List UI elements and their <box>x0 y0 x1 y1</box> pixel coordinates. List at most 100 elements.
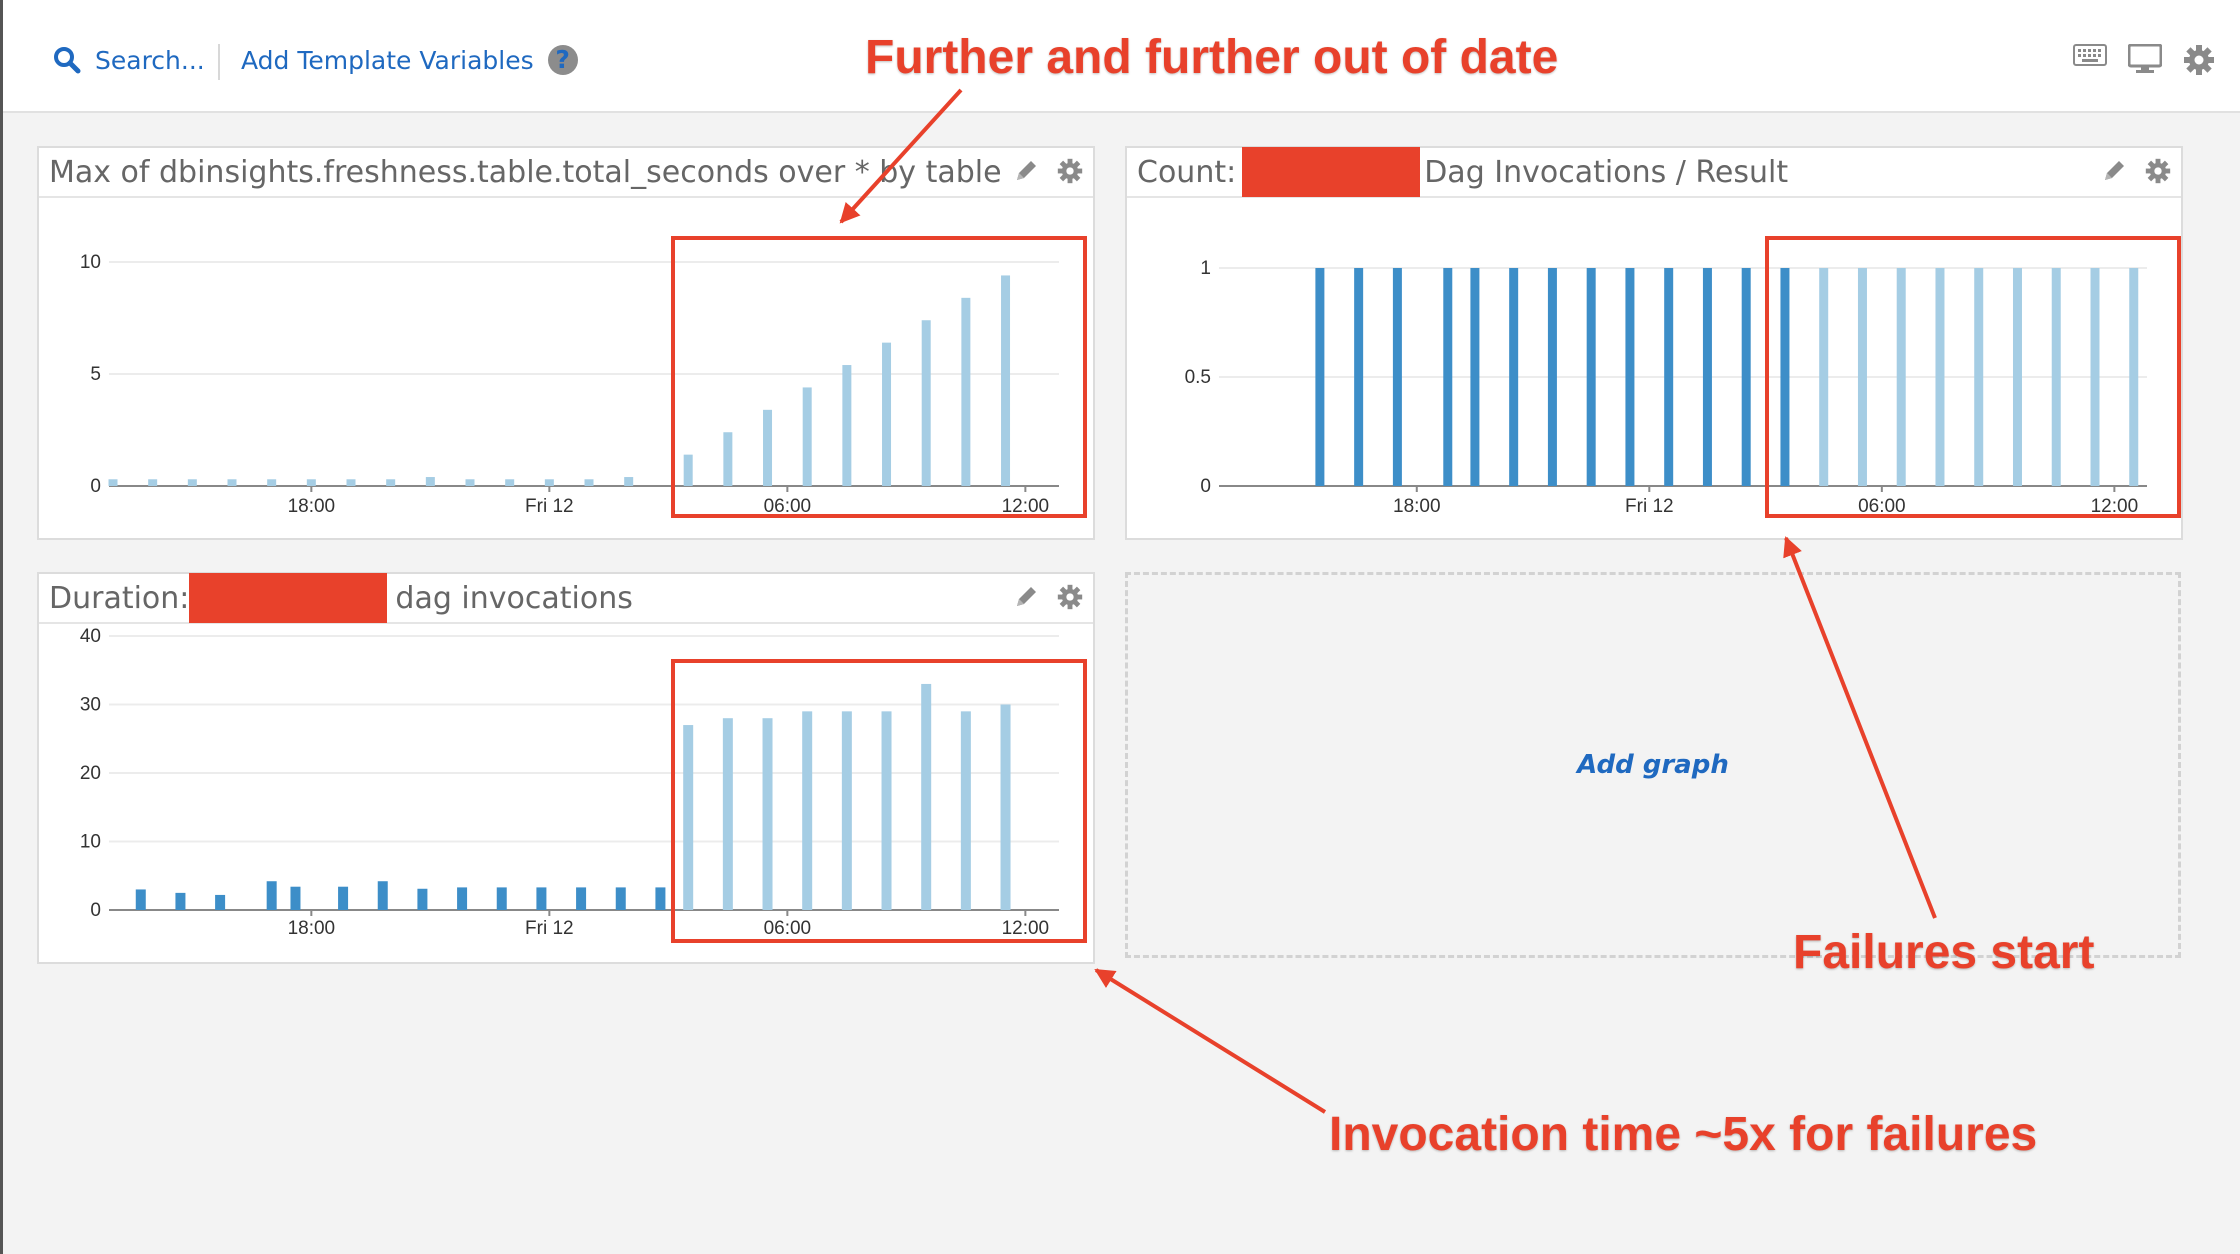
bar-fail <box>267 479 277 486</box>
bar-fail <box>1000 704 1011 910</box>
bar-fail <box>882 342 892 486</box>
pencil-icon <box>2105 161 2124 180</box>
bar-fail <box>723 432 733 486</box>
bar-ok <box>1509 268 1519 486</box>
gear-icon <box>1057 584 1083 610</box>
y-tick-label: 0 <box>90 476 101 497</box>
search-label: Search... <box>95 45 205 75</box>
add-graph-placeholder[interactable]: Add graph <box>1125 572 2181 958</box>
bar-ok <box>457 887 468 910</box>
x-tick-label: 12:00 <box>2091 496 2139 517</box>
y-tick-label: 0.5 <box>1185 367 1211 388</box>
bar-fail <box>1001 275 1011 486</box>
bar-fail <box>683 725 694 910</box>
keyboard-icon[interactable] <box>2073 44 2107 66</box>
bar-fail <box>108 479 118 486</box>
bar-fail <box>762 718 773 910</box>
bar-ok <box>1470 268 1480 486</box>
duration-title-prefix: Duration: <box>49 580 190 616</box>
y-tick-label: 20 <box>80 763 101 784</box>
tv-mode-button[interactable] <box>2128 44 2162 74</box>
add-template-variables-button[interactable]: Add Template Variables ? <box>241 40 578 80</box>
bar-ok <box>1702 268 1712 486</box>
widget-settings-button[interactable] <box>1057 158 1083 188</box>
add-graph-label[interactable]: Add graph <box>1577 750 1729 780</box>
y-tick-label: 1 <box>1200 258 1211 279</box>
bar-ok <box>655 887 666 910</box>
edit-button[interactable] <box>1013 158 1039 188</box>
bar-fail <box>722 718 733 910</box>
bar-fail <box>2051 268 2061 486</box>
bar-fail <box>961 297 971 486</box>
widget-title: Max of dbinsights.freshness.table.total_… <box>39 148 1093 198</box>
highlight-box-duration <box>671 659 1087 943</box>
bar-fail <box>802 711 813 910</box>
bar-fail <box>2129 268 2139 486</box>
freshness-chart[interactable]: 0 5 10 18:00 Fri 12 06:00 12:00 <box>39 200 1093 538</box>
bar-fail <box>881 711 892 910</box>
bar-fail <box>921 683 932 910</box>
search-button[interactable]: Search... <box>53 40 205 80</box>
bar-ok <box>338 886 349 910</box>
bar-fail <box>148 479 158 486</box>
x-tick-label: 18:00 <box>288 918 336 939</box>
bar-ok <box>1315 268 1325 486</box>
gear-icon <box>1057 158 1083 184</box>
x-tick-label: Fri 12 <box>525 496 574 517</box>
highlight-box-freshness <box>671 236 1087 518</box>
gear-icon[interactable] <box>2183 44 2215 76</box>
bar-fail <box>465 479 475 486</box>
highlight-box-count <box>1765 236 2181 518</box>
x-tick-label: 06:00 <box>1858 496 1906 517</box>
arrow-bottom <box>1094 968 1327 1114</box>
bar-ok <box>266 881 277 910</box>
redaction-box <box>189 573 388 623</box>
redaction-box <box>1242 147 1421 197</box>
bar-ok <box>1664 268 1674 486</box>
y-tick-label: 10 <box>80 832 101 853</box>
widget-settings-button[interactable] <box>1057 584 1083 614</box>
bar-fail <box>841 711 852 910</box>
edit-button[interactable] <box>2101 158 2127 188</box>
duration-widget[interactable]: Duration: dag invocations 0 10 20 30 40 18:00… <box>37 572 1095 964</box>
add-template-variables-label: Add Template Variables <box>241 45 534 75</box>
bar-ok <box>1625 268 1635 486</box>
dashboard-toolbar: Search... Add Template Variables ? <box>3 0 2240 113</box>
bar-ok <box>377 881 388 910</box>
duration-chart[interactable]: 0 10 20 30 40 18:00 Fri 12 06:00 12:00 <box>39 626 1093 962</box>
widget-title: Duration: dag invocations <box>39 573 1093 624</box>
bar-fail <box>624 477 634 486</box>
bar-fail <box>346 479 356 486</box>
bar-fail <box>425 477 435 486</box>
bar-fail <box>683 454 693 486</box>
y-tick-label: 5 <box>90 364 101 385</box>
x-tick-label: 06:00 <box>764 496 812 517</box>
bar-fail <box>584 479 594 486</box>
bar-fail <box>187 479 197 486</box>
bar-fail <box>386 479 396 486</box>
bar-ok <box>1443 268 1453 486</box>
count-widget[interactable]: Count: Dag Invocations / Result 0 0.5 1 18:… <box>1125 146 2183 540</box>
help-icon[interactable]: ? <box>547 45 578 75</box>
widget-actions <box>1013 158 1083 188</box>
bar-fail <box>1974 268 1984 486</box>
bar-ok <box>417 888 428 910</box>
x-tick-label: Fri 12 <box>1625 496 1674 517</box>
bar-fail <box>2090 268 2100 486</box>
edit-button[interactable] <box>1013 584 1039 614</box>
bar-ok <box>175 892 186 910</box>
keyboard-shortcuts-button[interactable] <box>2073 44 2107 66</box>
y-tick-label: 40 <box>80 626 101 647</box>
duration-title-suffix: dag invocations <box>395 580 633 616</box>
bar-fail <box>802 387 812 486</box>
dashboard-settings-button[interactable] <box>2183 44 2215 76</box>
bar-ok <box>135 889 146 910</box>
widget-settings-button[interactable] <box>2145 158 2171 188</box>
bar-fail <box>1819 268 1829 486</box>
y-tick-label: 0 <box>90 900 101 921</box>
count-chart[interactable]: 0 0.5 1 18:00 Fri 12 06:00 12:00 <box>1127 200 2181 538</box>
monitor-icon[interactable] <box>2128 44 2162 74</box>
annotation-failures-start: Failures start <box>1793 926 2095 979</box>
y-tick-label: 0 <box>1200 476 1211 497</box>
bar-fail <box>306 479 316 486</box>
